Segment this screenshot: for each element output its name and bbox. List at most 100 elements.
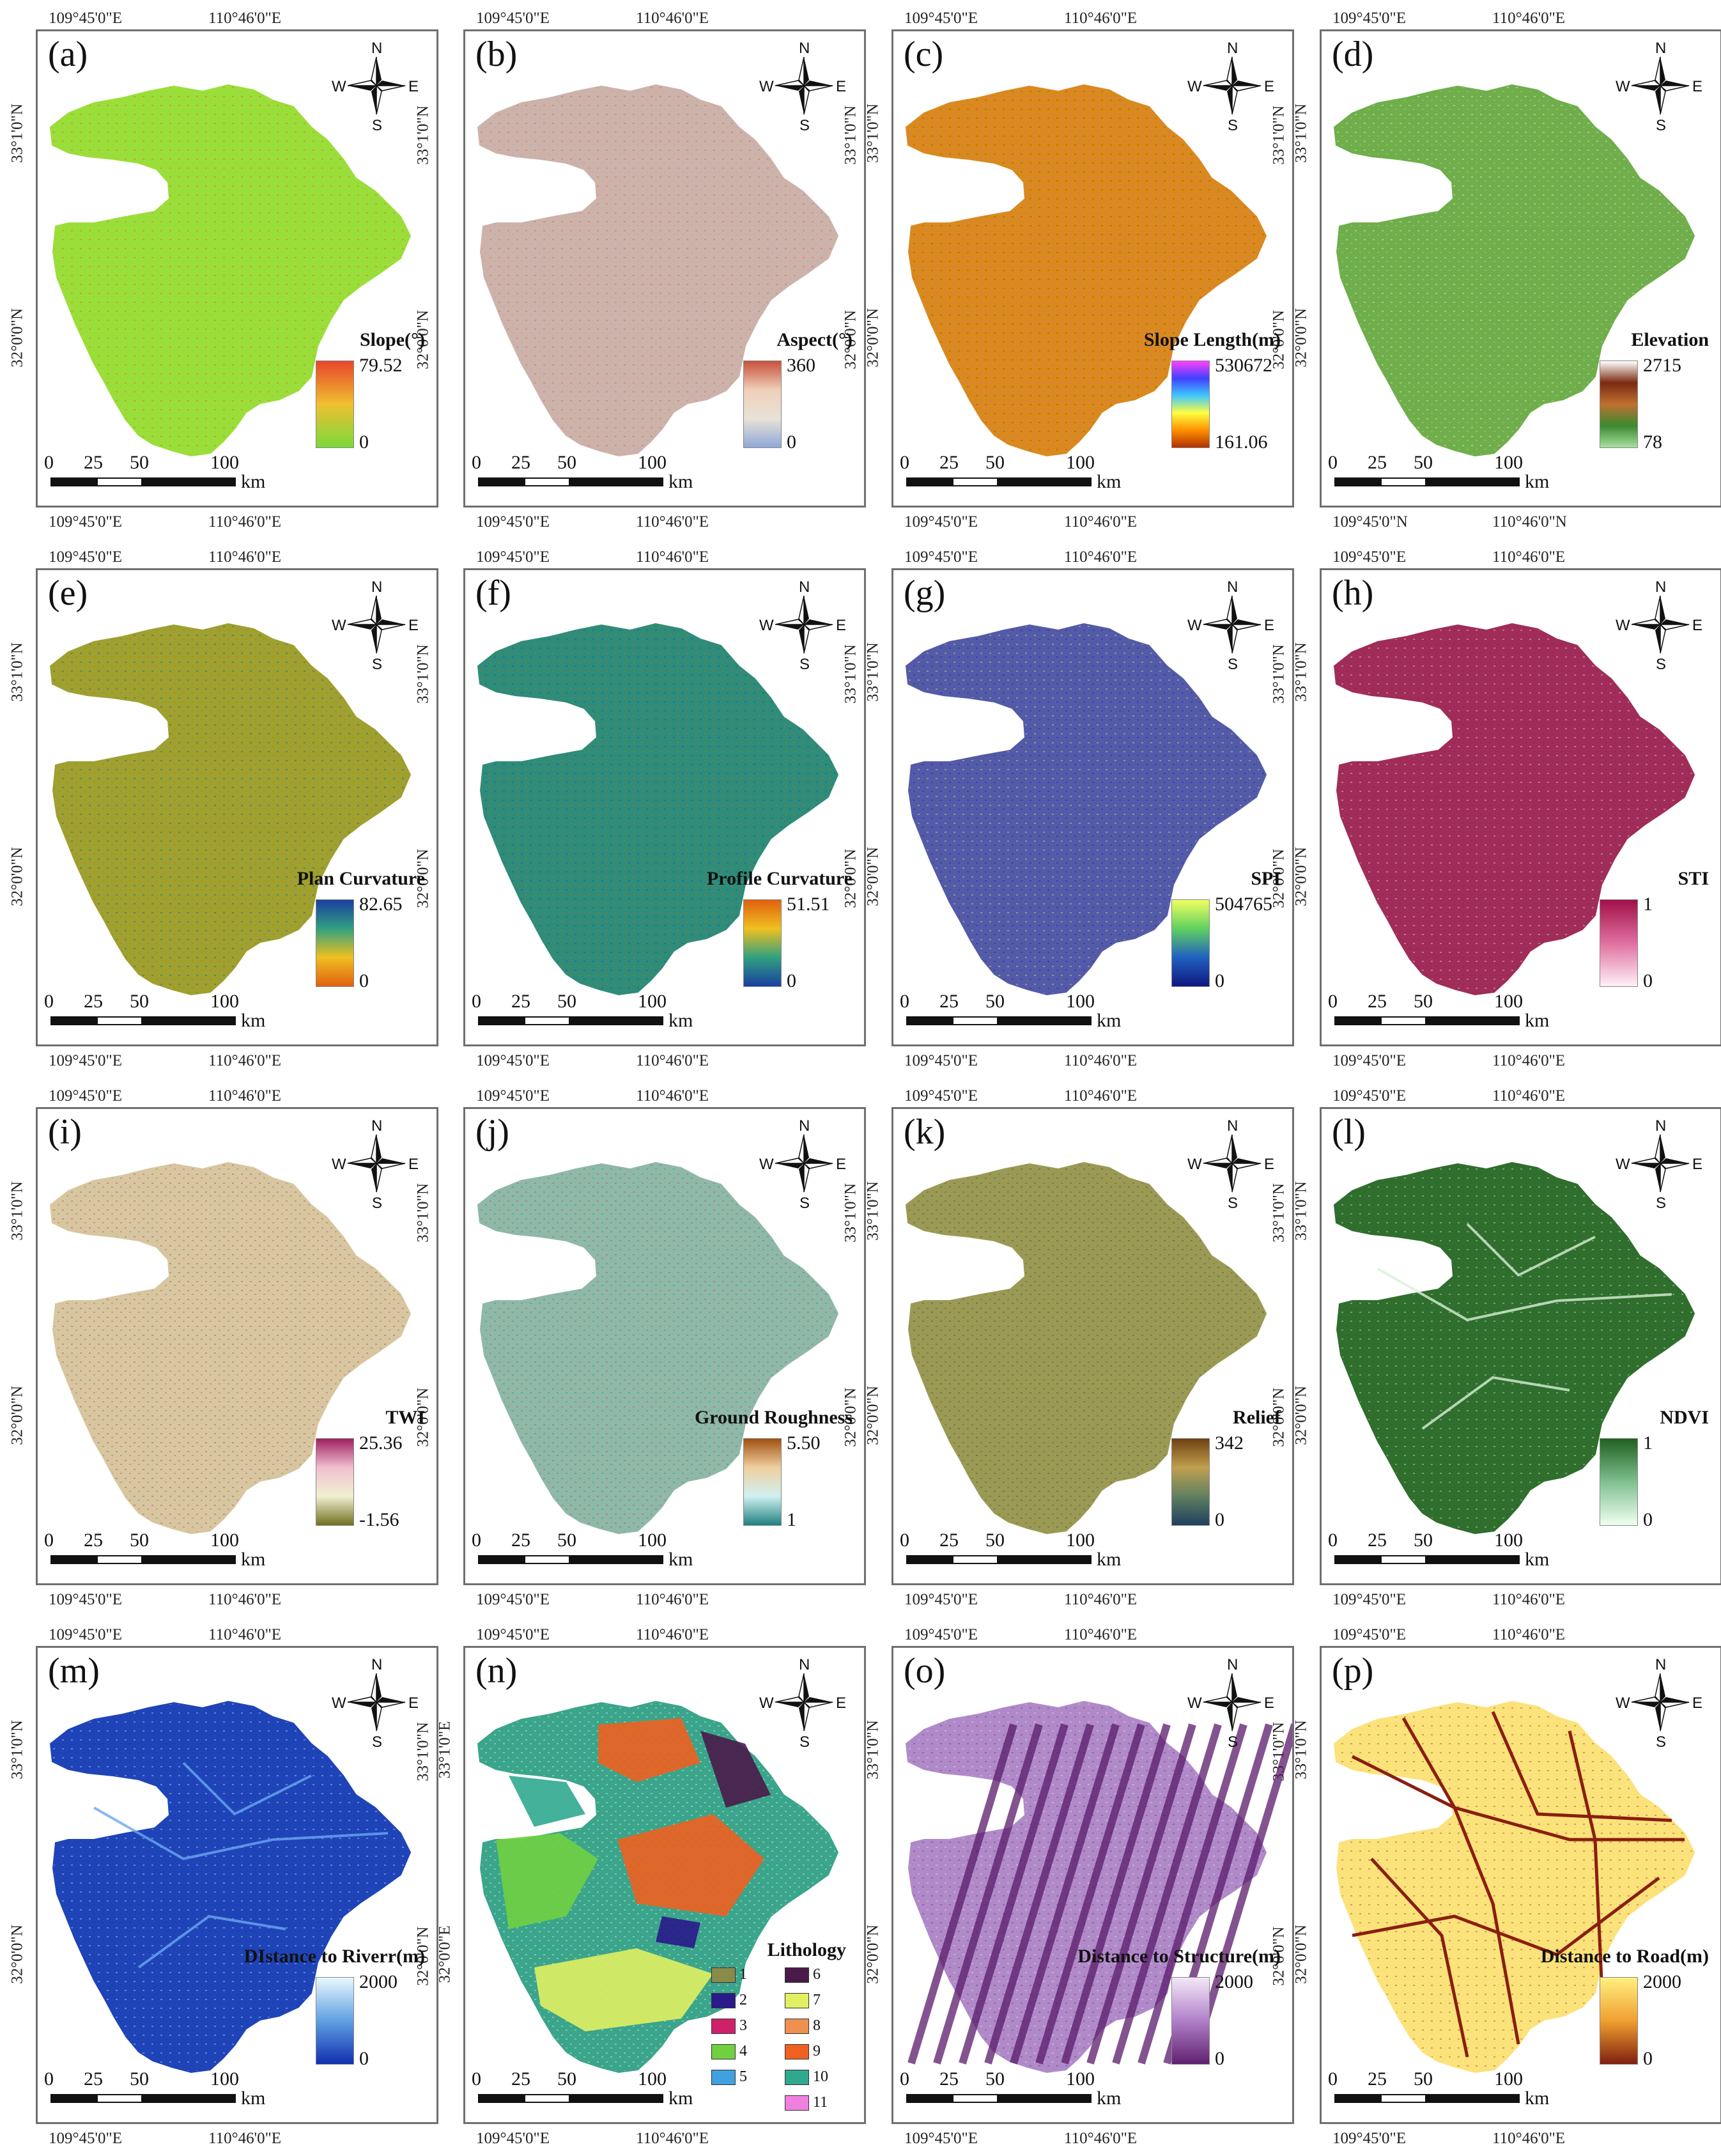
compass-letter-w: W xyxy=(332,1695,346,1712)
compass-letter-s: S xyxy=(372,1733,382,1750)
scale-bar-segment xyxy=(478,477,524,486)
left-latitude-label: 32°0'0"N xyxy=(864,1386,882,1445)
lithology-swatch-7 xyxy=(785,1993,809,2008)
drainage-line xyxy=(182,1762,312,1816)
scale-tick-label: 50 xyxy=(557,2068,576,2090)
left-latitude-label: 33°1'0"N xyxy=(8,1181,26,1241)
legend-title: Distance to Structure(m) xyxy=(1077,1946,1281,1967)
map-panel-a: 109°45'0"E 110°46'0"E 109°45'0"E 110°46'0"E… xyxy=(8,8,464,539)
scale-unit-label: km xyxy=(1525,1010,1550,1031)
legend-min-value: 161.06 xyxy=(1215,431,1268,453)
top-longitude-label: 110°46'0"E xyxy=(208,1626,282,1643)
compass-letter-n: N xyxy=(1655,1117,1666,1135)
panel-label: (c) xyxy=(904,35,944,74)
study-area xyxy=(477,623,839,996)
map-canvas xyxy=(49,623,412,996)
scale-bar-segment xyxy=(1426,2094,1520,2103)
lithology-swatch-11 xyxy=(785,2095,809,2111)
scale-bar-segment xyxy=(1334,1016,1380,1025)
left-latitude-label: 32°0'0"N xyxy=(864,847,882,906)
compass-letter-n: N xyxy=(1655,40,1666,57)
top-longitude-label: 110°46'0"E xyxy=(208,1087,282,1105)
scale-tick-label: 25 xyxy=(1368,991,1387,1012)
study-area-region xyxy=(1333,84,1695,457)
scale-bar-segment xyxy=(96,1016,143,1025)
scale-bar-segment xyxy=(906,1016,952,1025)
study-area-region xyxy=(905,1161,1267,1535)
compass-letter-e: E xyxy=(836,78,846,95)
north-arrow-icon: N S W E xyxy=(1616,40,1702,134)
scale-bar-segment xyxy=(524,2094,570,2103)
scale-tick-label: 100 xyxy=(1066,452,1095,473)
north-arrow-icon: N S W E xyxy=(759,578,846,672)
legend-title: Slope(°) xyxy=(360,329,425,350)
scale-unit-label: km xyxy=(1525,471,1550,492)
legend-title: Distance to Road(m) xyxy=(1540,1946,1709,1967)
scale-bar xyxy=(50,1016,236,1025)
scale-tick-label: 25 xyxy=(84,452,103,473)
study-area xyxy=(905,1700,1292,2074)
left-latitude-label: 33°1'0"N xyxy=(8,104,26,163)
scale-tick-label: 50 xyxy=(1414,452,1433,473)
map-canvas xyxy=(49,1700,412,2074)
top-longitude-label: 109°45'0"E xyxy=(476,548,550,566)
scale-bar-segment xyxy=(570,2094,663,2103)
scale-unit-label: km xyxy=(1097,1010,1122,1031)
legend-title: Relief xyxy=(1233,1407,1281,1428)
compass-letter-s: S xyxy=(1656,1733,1666,1750)
scale-unit-label: km xyxy=(241,471,266,492)
bottom-longitude-label: 110°46'0"E xyxy=(636,513,709,531)
scale-tick-label: 100 xyxy=(1494,2068,1523,2090)
scale-bar-segment xyxy=(50,1555,96,1564)
scale-tick-label: 50 xyxy=(985,452,1005,473)
bottom-longitude-label: 110°46'0"E xyxy=(208,1052,282,1069)
bottom-longitude-label: 109°45'0"E xyxy=(49,1591,122,1608)
scale-bar xyxy=(1334,2094,1520,2103)
map-frame: 33°1'0"N 32°0'0"N (f) N S W E Profile Curvature… xyxy=(463,568,866,1046)
north-arrow-icon: N S W E xyxy=(759,1656,846,1750)
compass-letter-e: E xyxy=(1692,1156,1702,1173)
legend-title: Profile Curvature xyxy=(706,868,853,889)
drainage-line xyxy=(1466,1223,1596,1277)
scale-unit-label: km xyxy=(241,1549,266,1570)
compass-letter-e: E xyxy=(1264,1695,1274,1712)
left-latitude-label: 33°1'0"N xyxy=(1292,1720,1310,1780)
map-canvas xyxy=(477,1161,839,1535)
top-longitude-label: 109°45'0"E xyxy=(476,1087,550,1105)
scale-bar-segment xyxy=(906,477,952,486)
study-area-region xyxy=(1333,1161,1695,1535)
scale-tick-label: 0 xyxy=(472,452,481,473)
bottom-longitude-label: 109°45'0"E xyxy=(1332,1591,1406,1608)
top-longitude-label: 109°45'0"E xyxy=(49,1626,122,1643)
scale-tick-label: 50 xyxy=(985,1530,1005,1551)
scale-tick-label: 0 xyxy=(900,1530,909,1551)
north-arrow-icon: N S W E xyxy=(1616,1656,1702,1750)
compass-letter-n: N xyxy=(1227,1117,1238,1135)
bottom-longitude-label: 109°45'0"E xyxy=(904,2130,978,2147)
panel-label: (n) xyxy=(475,1651,518,1691)
north-arrow-icon: N S W E xyxy=(1187,40,1274,134)
compass-letter-e: E xyxy=(408,78,419,95)
scale-bar-segment xyxy=(998,1016,1092,1025)
scale-unit-label: km xyxy=(1097,471,1122,492)
left-latitude-label: 32°0'0"E xyxy=(436,1925,454,1983)
compass-letter-n: N xyxy=(1227,1656,1238,1673)
scale-bar-segment xyxy=(1426,1016,1520,1025)
legend-min-value: 0 xyxy=(1215,2048,1224,2069)
compass-letter-w: W xyxy=(332,1156,346,1173)
panel-label: (b) xyxy=(475,35,518,74)
north-arrow-icon: N S W E xyxy=(1187,1117,1274,1211)
bottom-longitude-label: 110°46'0"E xyxy=(208,1591,282,1608)
scale-tick-label: 25 xyxy=(511,2068,530,2090)
legend-title: Ground Roughness xyxy=(694,1407,853,1428)
scale-bar-segment xyxy=(952,477,998,486)
top-longitude-label: 110°46'0"E xyxy=(1492,1626,1566,1643)
structure-buffer-line xyxy=(984,1723,1094,2065)
scale-tick-label: 100 xyxy=(210,452,239,473)
lithology-swatch-3 xyxy=(711,2019,736,2034)
bottom-longitude-label: 110°46'0"E xyxy=(1492,1052,1566,1069)
legend-color-ramp xyxy=(316,1438,354,1526)
bottom-longitude-label: 110°46'0"E xyxy=(1064,1591,1138,1608)
compass-letter-s: S xyxy=(372,656,382,672)
